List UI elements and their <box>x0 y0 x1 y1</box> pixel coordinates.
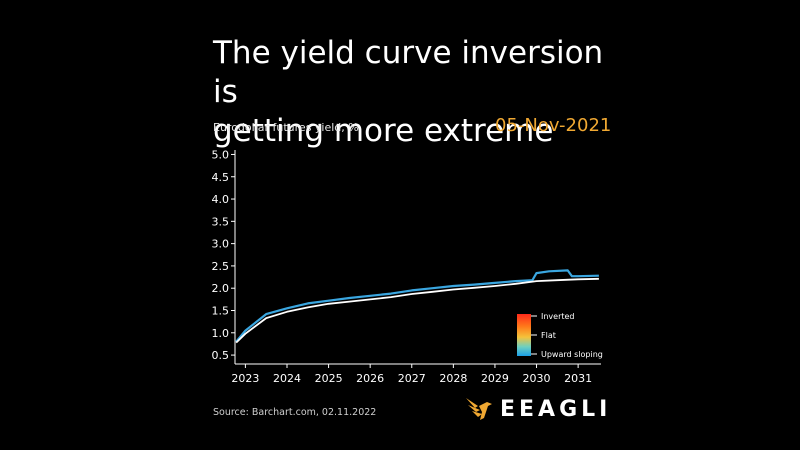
legend-label-inverted: Inverted <box>541 312 575 321</box>
y-tick-label: 3.0 <box>212 238 230 251</box>
chart-title: The yield curve inversion is getting mor… <box>213 34 633 151</box>
legend-label-flat: Flat <box>541 331 556 340</box>
x-tick-label: 2030 <box>523 372 551 385</box>
y-tick-label: 5.0 <box>212 148 230 161</box>
y-tick-label: 0.5 <box>212 349 230 362</box>
eagle-icon <box>466 398 492 420</box>
x-tick-label: 2024 <box>273 372 301 385</box>
y-tick-label: 1.0 <box>212 327 230 340</box>
x-tick-label: 2023 <box>231 372 259 385</box>
x-tick-label: 2027 <box>398 372 426 385</box>
x-tick-label: 2031 <box>564 372 592 385</box>
series-line-2 <box>235 277 599 344</box>
source-note: Source: Barchart.com, 02.11.2022 <box>213 407 377 418</box>
y-axis-label: Eurodollar futures yield, % <box>213 121 359 134</box>
title-line-2: getting more extreme <box>213 113 554 149</box>
y-tick-label: 2.0 <box>212 282 230 295</box>
series-line-1 <box>235 269 599 343</box>
legend-label-upward: Upward sloping <box>541 350 603 359</box>
legend-gradient-bar <box>517 314 531 356</box>
y-tick-label: 1.5 <box>212 305 230 318</box>
x-tick-label: 2026 <box>356 372 384 385</box>
x-tick-label: 2025 <box>315 372 343 385</box>
date-label: 05-Nov-2021 <box>495 115 612 136</box>
y-tick-label: 3.5 <box>212 215 230 228</box>
y-tick-label: 4.0 <box>212 193 230 206</box>
y-tick-label: 2.5 <box>212 260 230 273</box>
y-tick-label: 4.5 <box>212 171 230 184</box>
brand-logo: EEAGLI <box>464 396 611 422</box>
x-tick-label: 2028 <box>439 372 467 385</box>
title-line-1: The yield curve inversion is <box>213 35 604 110</box>
legend: Inverted Flat Upward sloping <box>517 312 603 359</box>
x-tick-label: 2029 <box>481 372 509 385</box>
logo-wordmark: EEAGLI <box>500 396 612 422</box>
